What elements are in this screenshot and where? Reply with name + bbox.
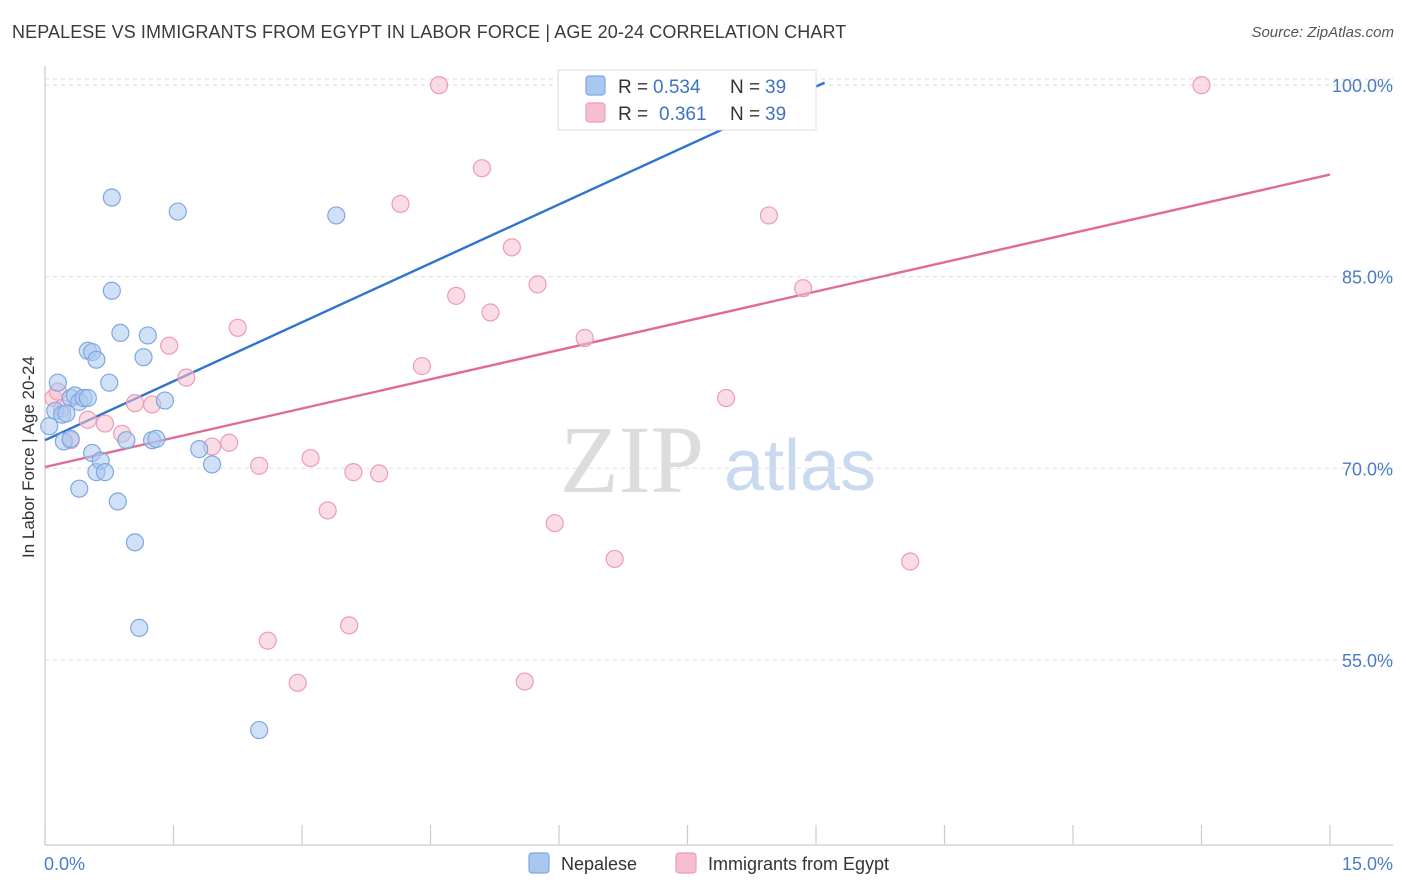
nepalese-point [78,388,97,408]
y-tick-label-55: 55.0% [1342,651,1393,671]
y-tick-label-70: 70.0% [1342,459,1393,479]
egypt-trendline-group [44,173,1331,469]
watermark-zip: ZIP [560,406,704,513]
egypt-point [177,368,196,387]
nepalese-point [100,373,119,392]
nepalese-points [40,76,680,740]
egypt-point [344,463,363,482]
egypt-point [794,279,813,298]
x-tick-label-min: 0.0% [44,854,85,874]
nepalese-point [70,479,89,498]
egypt-point [258,631,277,650]
y-tick-label-100: 100.0% [1332,76,1393,96]
nepalese-point [102,188,121,207]
gridlines [45,78,1393,661]
nepalese-trendline-group [44,81,826,442]
egypt-point [502,238,521,257]
axes [44,66,1393,846]
watermark-atlas: atlas [724,426,876,506]
nepalese-point [117,431,136,450]
nepalese-point [168,202,187,221]
nepalese-point [87,350,106,369]
legend-n-label-1: N = [730,77,760,98]
bottom-legend-swatch-nepalese [528,852,550,874]
egypt-point [220,433,239,452]
egypt-point [78,410,97,429]
egypt-point [429,76,449,95]
bottom-legend-label-egypt: Immigrants from Egypt [708,854,889,874]
nepalese-point [155,391,175,410]
egypt-point [391,194,410,214]
chart-title: NEPALESE VS IMMIGRANTS FROM EGYPT IN LAB… [12,22,847,42]
bottom-legend-label-nepalese: Nepalese [561,854,637,874]
nepalese-point [138,326,157,345]
nepalese-point [134,348,153,367]
egypt-point [472,159,491,178]
nepalese-point [57,404,76,423]
nepalese-point [327,206,346,225]
egypt-point [370,464,389,483]
bottom-legend: Nepalese Immigrants from Egypt [528,852,889,874]
egypt-points [44,76,1211,692]
legend-r-value-2: 0.361 [659,104,707,125]
y-tick-labels: 55.0% 70.0% 85.0% 100.0% [1332,76,1393,671]
egypt-point [340,616,359,635]
nepalese-point [147,429,166,448]
legend-swatch-egypt [585,102,606,123]
nepalese-point [125,533,145,552]
egypt-point [605,549,624,569]
egypt-point [759,206,778,225]
egypt-point [228,318,247,337]
nepalese-point [250,720,269,740]
legend-r-value-1: 0.534 [653,77,701,98]
nepalese-point [111,323,130,343]
egypt-point [125,394,145,413]
legend-n-label-2: N = [730,104,760,125]
x-tick-label-max: 15.0% [1342,854,1393,874]
egypt-point [575,328,594,348]
nepalese-point [108,492,127,511]
egypt-point [901,552,920,571]
egypt-point [1192,76,1211,95]
nepalese-point [202,455,222,474]
legend-box: R = 0.534 N = 39 R = 0.361 N = 39 [557,69,817,131]
legend-n-value-1: 39 [765,77,786,98]
source-credit: Source: ZipAtlas.com [1251,24,1394,41]
legend-r-label-2: R = [618,104,648,125]
nepalese-point [102,281,121,300]
nepalese-point [48,373,67,392]
legend-n-value-2: 39 [765,104,786,125]
nepalese-point [95,463,115,482]
nepalese-point [61,429,80,448]
bottom-legend-swatch-egypt [675,852,697,874]
legend-swatch-nepalese [585,75,606,96]
egypt-point [528,275,547,294]
egypt-point [288,673,307,692]
legend-r-label-1: R = [618,77,648,98]
egypt-point [515,672,534,691]
nepalese-point [190,440,209,459]
egypt-point [447,286,466,305]
nepalese-trendline [44,81,826,442]
nepalese-point [130,618,149,638]
egypt-point [318,501,337,520]
y-tick-label-85: 85.0% [1342,268,1393,288]
egypt-point [301,448,320,468]
y-axis-title: In Labor Force | Age 20-24 [19,356,38,558]
egypt-point [716,388,736,408]
egypt-point [250,456,269,475]
egypt-point [412,357,432,376]
egypt-trendline [44,173,1331,469]
egypt-point [160,336,179,355]
egypt-point [95,414,115,433]
egypt-point [545,514,564,533]
egypt-point [481,303,500,322]
